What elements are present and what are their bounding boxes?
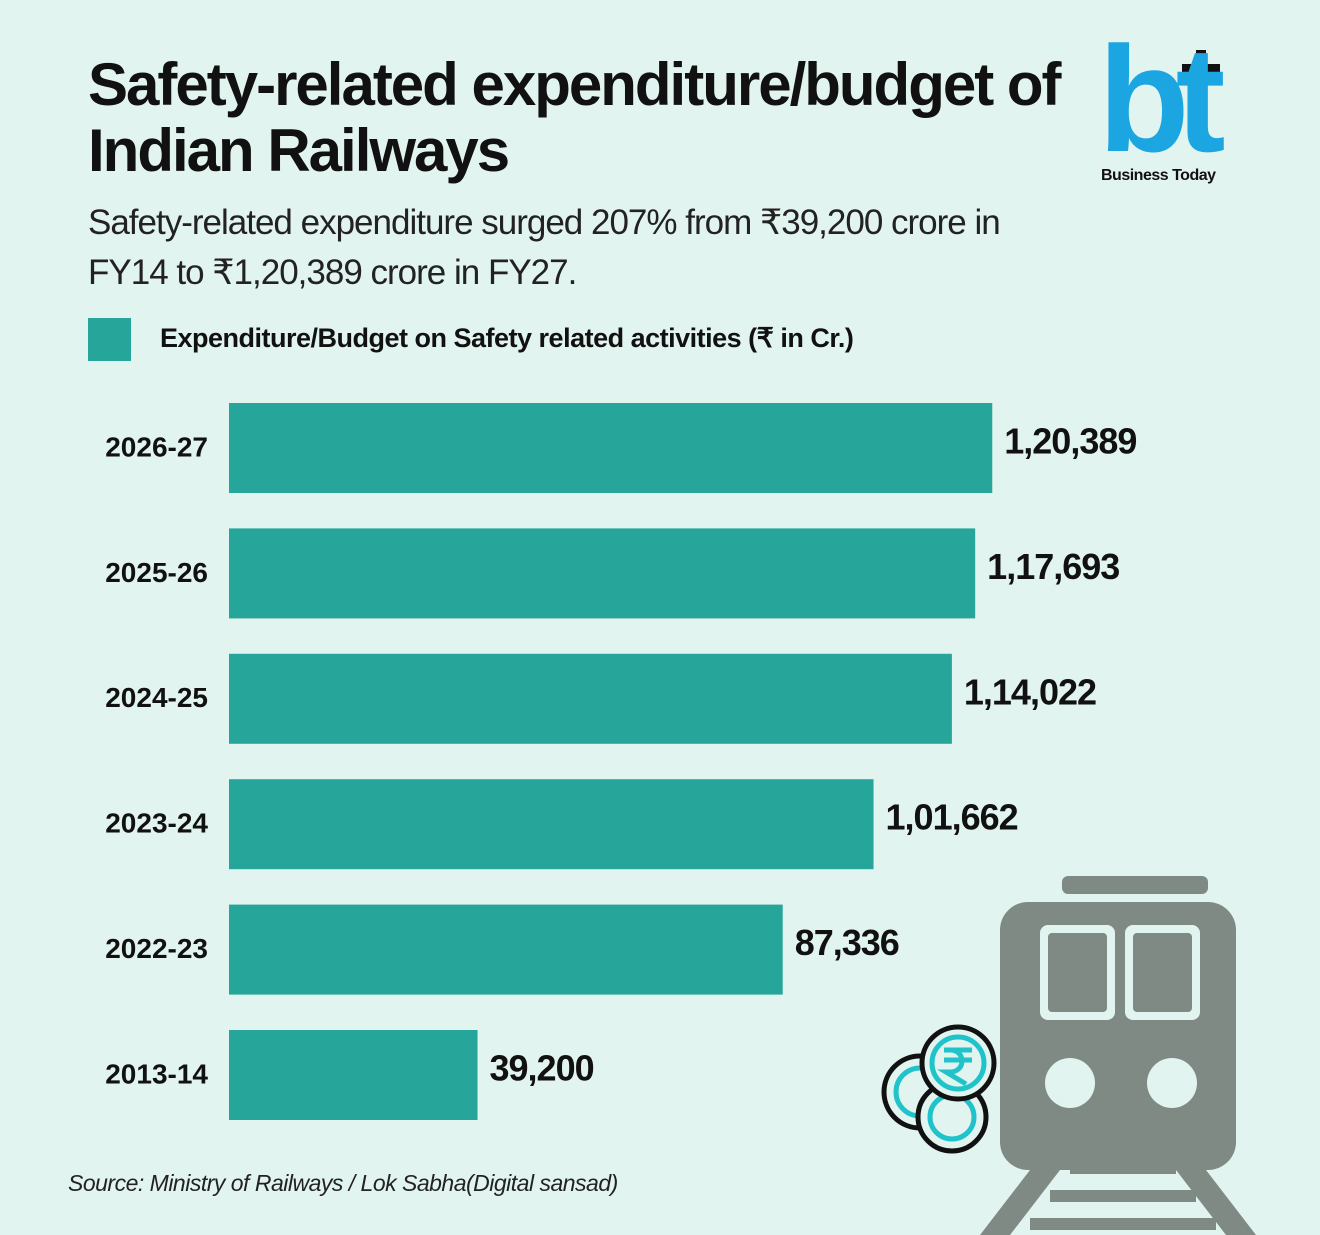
category-label: 2013-14: [105, 1058, 208, 1089]
value-label: 87,336: [795, 922, 899, 963]
bar: [229, 904, 783, 995]
logo-caption: Business Today: [1101, 167, 1216, 184]
category-label: 2026-27: [105, 431, 208, 462]
category-label: 2025-26: [105, 557, 208, 588]
legend-swatch: [88, 318, 131, 361]
coins-icon: [881, 1024, 997, 1154]
logo-mark: bt: [1098, 15, 1226, 183]
train-icon: [980, 876, 1256, 1235]
bar: [229, 653, 952, 744]
value-label: 1,20,389: [1004, 421, 1136, 462]
logo-plus: [1182, 50, 1220, 88]
chart-title: Safety-related expenditure/budget of Ind…: [88, 51, 1062, 184]
bar: [229, 528, 976, 619]
bar: [229, 779, 874, 870]
legend-label: Expenditure/Budget on Safety related act…: [160, 323, 854, 353]
source-note: Source: Ministry of Railways / Lok Sabha…: [68, 1170, 618, 1196]
category-label: 2023-24: [105, 808, 208, 839]
value-label: 39,200: [490, 1048, 594, 1089]
bar: [229, 1030, 478, 1120]
value-label: 1,17,693: [987, 546, 1119, 587]
category-label: 2022-23: [105, 933, 208, 964]
value-label: 1,14,022: [964, 671, 1096, 712]
category-label: 2024-25: [105, 682, 208, 713]
value-label: 1,01,662: [886, 797, 1018, 838]
chart-subtitle: Safety-related expenditure surged 207% f…: [88, 203, 1001, 292]
bar: [229, 403, 993, 493]
